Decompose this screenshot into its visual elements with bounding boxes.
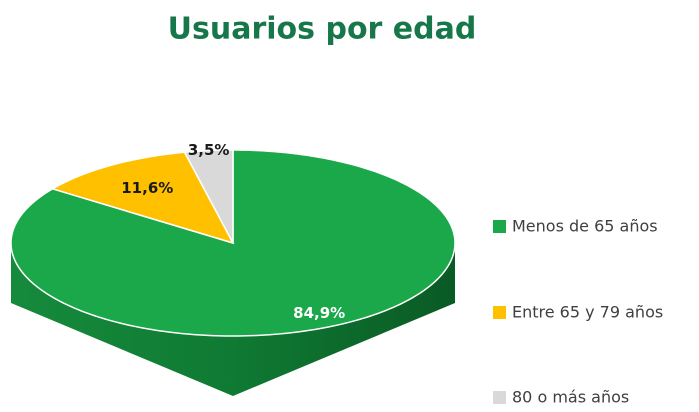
legend-swatch <box>493 391 506 404</box>
legend-label: Entre 65 y 79 años <box>512 303 663 322</box>
pie-slice <box>183 149 234 244</box>
legend-label: Menos de 65 años <box>512 217 658 236</box>
legend-label: 80 o más años <box>512 388 629 407</box>
data-label: 11,6% <box>121 179 173 197</box>
legend-swatch <box>493 306 506 319</box>
pie-side <box>11 243 455 396</box>
data-label: 3,5% <box>188 141 230 159</box>
pie-slice <box>50 151 235 245</box>
chart-title: Usuarios por edad <box>168 12 477 47</box>
legend-swatch <box>493 220 506 233</box>
data-label: 84,9% <box>293 304 345 322</box>
